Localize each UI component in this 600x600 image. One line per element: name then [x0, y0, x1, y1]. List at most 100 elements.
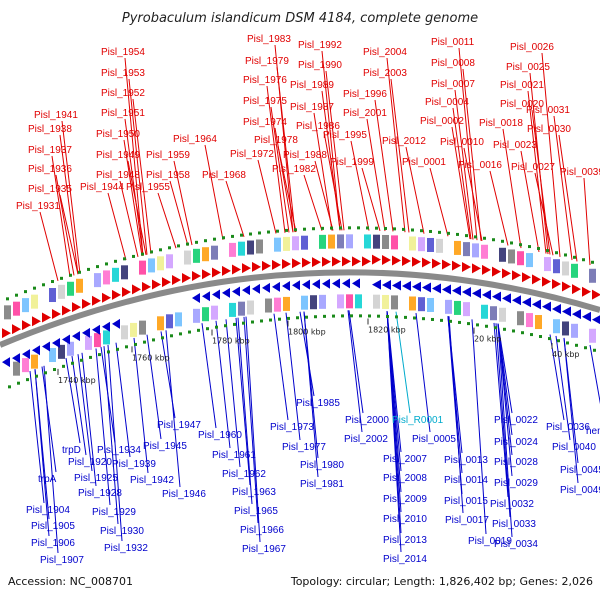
gene-label-bottom: Pisl_1966 — [240, 525, 284, 536]
gene-label-bottom: Pisl_0040 — [552, 442, 596, 453]
feature-block-forward — [148, 258, 155, 273]
green-marker — [449, 319, 452, 323]
connector-line-top — [225, 180, 245, 238]
connector-line-top — [124, 118, 144, 256]
connector-line-bottom — [348, 310, 364, 414]
gene-label-bottom: trpA — [38, 474, 57, 485]
connector-line-top — [132, 98, 152, 254]
green-marker — [168, 246, 171, 250]
gene-arrow-reverse — [272, 281, 280, 292]
gene-arrow-forward — [32, 316, 41, 327]
gene-arrow-forward — [562, 281, 571, 292]
scale-tick-label: 1760 kbp — [132, 353, 170, 362]
connector-line-top — [454, 89, 474, 240]
gene-arrow-forward — [142, 281, 151, 292]
feature-block-forward — [319, 234, 326, 249]
green-marker — [593, 348, 596, 352]
gene-label-top: Pisl_0001 — [402, 157, 446, 168]
green-marker — [33, 286, 36, 290]
feature-block-reverse — [85, 335, 92, 350]
gene-arrow-reverse — [432, 283, 441, 294]
gene-arrow-forward — [412, 256, 421, 267]
green-marker — [204, 239, 207, 243]
gene-arrow-forward — [302, 257, 311, 268]
gene-label-bottom: Pisl_0019 — [468, 536, 512, 547]
green-marker — [530, 333, 533, 337]
gene-label-top: Pisl_1952 — [101, 88, 145, 99]
green-marker — [53, 368, 56, 372]
connector-line-top — [429, 167, 449, 237]
gene-label-bottom: Pisl_1929 — [92, 507, 136, 518]
gene-arrow-reverse — [332, 278, 340, 289]
feature-block-forward — [481, 244, 488, 259]
gene-label-top: Pisl_0011 — [431, 37, 475, 48]
feature-block-forward — [454, 240, 461, 255]
green-marker — [485, 324, 488, 328]
gene-arrow-reverse — [592, 315, 600, 325]
green-marker — [26, 378, 29, 382]
connector-line-top — [502, 128, 522, 249]
feature-block-reverse — [445, 299, 452, 314]
feature-block-reverse — [517, 311, 524, 326]
gene-arrow-reverse — [82, 327, 90, 338]
gene-arrow-reverse — [492, 291, 501, 302]
gene-arrow-forward — [182, 272, 191, 283]
gene-arrow-forward — [2, 328, 11, 339]
connector-line-top — [157, 192, 177, 249]
connector-line-top — [489, 170, 509, 246]
feature-block-reverse — [418, 297, 425, 312]
connector-line-top — [107, 192, 127, 261]
green-marker — [548, 337, 551, 341]
green-marker — [195, 240, 198, 244]
green-marker — [249, 232, 252, 236]
feature-block-reverse — [103, 330, 110, 345]
feature-block-reverse — [283, 296, 290, 311]
green-marker — [206, 327, 209, 331]
gene-arrow-reverse — [482, 289, 491, 300]
feature-block-forward — [373, 234, 380, 249]
gene-label-bottom: Pisl_1934 — [97, 445, 141, 456]
gene-arrow-reverse — [472, 288, 481, 299]
gene-arrow-forward — [92, 295, 101, 306]
gene-arrow-reverse — [502, 293, 511, 304]
green-marker — [132, 254, 135, 258]
gene-arrow-forward — [342, 256, 351, 267]
feature-block-forward — [4, 305, 11, 320]
connector-line-top — [277, 145, 297, 233]
green-marker — [537, 247, 540, 251]
feature-block-forward — [562, 261, 569, 276]
gene-label-top: Pisl_2003 — [363, 68, 407, 79]
gene-label-bottom: Pisl_2000 — [345, 415, 389, 426]
gene-arrow-reverse — [202, 291, 210, 302]
feature-block-forward — [571, 263, 578, 278]
gene-arrow-forward — [442, 259, 451, 270]
connector-line-bottom — [146, 334, 162, 440]
green-marker — [350, 314, 353, 318]
green-marker — [384, 226, 387, 230]
gene-label-top: Pisl_2004 — [363, 47, 407, 58]
gene-label-top: Pisl_1949 — [96, 150, 140, 161]
feature-block-reverse — [58, 344, 65, 359]
green-marker — [231, 234, 234, 238]
green-marker — [152, 338, 155, 342]
feature-block-forward — [472, 243, 479, 258]
gene-label-bottom: Pisl_0032 — [490, 499, 534, 510]
green-marker — [492, 238, 495, 242]
feature-block-reverse — [391, 295, 398, 310]
gene-arrow-reverse — [392, 280, 401, 291]
green-marker — [591, 260, 594, 264]
feature-block-reverse — [562, 321, 569, 336]
gene-label-top: Pisl_1996 — [343, 89, 387, 100]
gene-label-top: Pisl_0025 — [506, 62, 550, 73]
feature-block-forward — [229, 242, 236, 257]
green-marker — [330, 226, 333, 230]
gene-arrow-reverse — [242, 285, 250, 296]
green-marker — [242, 321, 245, 325]
gene-arrow-reverse — [72, 331, 80, 342]
connector-line-bottom — [81, 352, 97, 487]
feature-block-reverse — [526, 313, 533, 328]
gene-label-top: Pisl_1986 — [296, 121, 340, 132]
gene-label-top: Pisl_1968 — [202, 170, 246, 181]
gene-label-top: Pisl_1978 — [254, 135, 298, 146]
